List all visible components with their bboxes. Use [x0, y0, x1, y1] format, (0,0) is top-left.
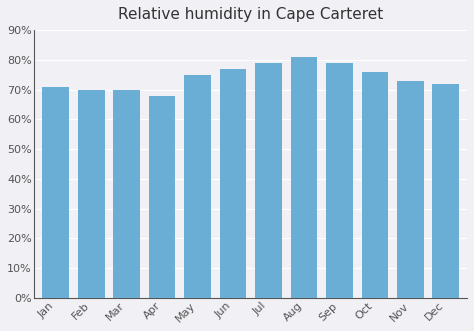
Bar — [432, 84, 459, 298]
Bar — [220, 69, 246, 298]
Bar — [326, 63, 353, 298]
Bar — [255, 63, 282, 298]
Bar — [78, 90, 104, 298]
Bar — [397, 81, 424, 298]
Bar — [149, 96, 175, 298]
Bar — [362, 72, 388, 298]
Bar — [184, 75, 211, 298]
Bar — [291, 57, 317, 298]
Bar — [43, 87, 69, 298]
Title: Relative humidity in Cape Carteret: Relative humidity in Cape Carteret — [118, 7, 383, 22]
Bar — [113, 90, 140, 298]
